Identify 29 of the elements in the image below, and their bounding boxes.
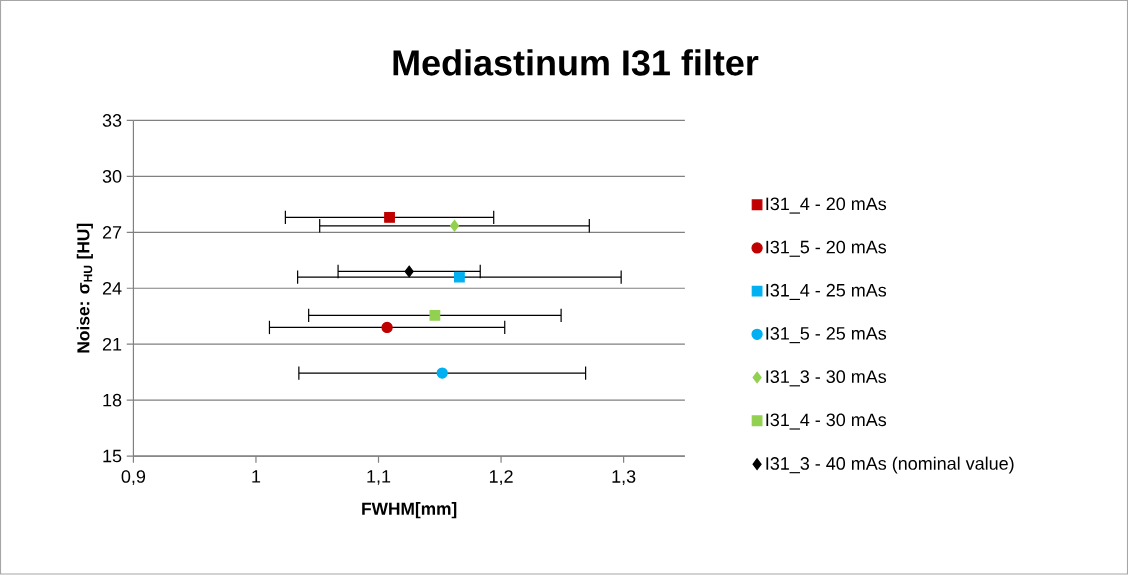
legend-label: I31_5 - 25 mAs [766, 327, 887, 344]
y-tick-label: 33 [102, 114, 122, 128]
point [404, 265, 414, 278]
legend-label: I31_4 - 30 mAs [766, 413, 887, 430]
x-tick-label: 1,1 [367, 470, 391, 486]
point [449, 220, 460, 232]
x-tick-label: 1 [252, 470, 261, 483]
point [384, 212, 395, 224]
legend-label: I31_3 - 40 mAs (nominal value) [766, 456, 1014, 474]
x-tick-label: 1,2 [489, 470, 513, 486]
x-tick-label: 1,3 [612, 470, 636, 486]
y-tick-label: 27 [102, 226, 122, 239]
point [454, 271, 465, 283]
legend-label: I31_3 - 30 mAs [766, 370, 887, 387]
x-axis-title: FWHM[mm] [362, 502, 457, 519]
x-tick-label: 0,9 [121, 470, 146, 486]
y-tick-label: 21 [102, 338, 122, 351]
legend-label: I31_5 - 20 mAs [766, 240, 887, 258]
point [436, 367, 448, 379]
y-tick-label: 15 [103, 450, 122, 463]
chart-title: Mediastinum I31 filter [393, 49, 759, 76]
legend-label: I31_4 - 25 mAs [766, 284, 887, 301]
y-tick-label: 18 [103, 394, 122, 407]
point [429, 310, 441, 321]
y-tick-label: 30 [102, 170, 122, 183]
y-tick-label: 24 [102, 282, 122, 295]
legend-label: I31_4 - 20 mAs [766, 197, 887, 214]
point [381, 321, 393, 334]
y-axis-title: Noise: σ$_{HU}$ [HU] [76, 224, 93, 353]
